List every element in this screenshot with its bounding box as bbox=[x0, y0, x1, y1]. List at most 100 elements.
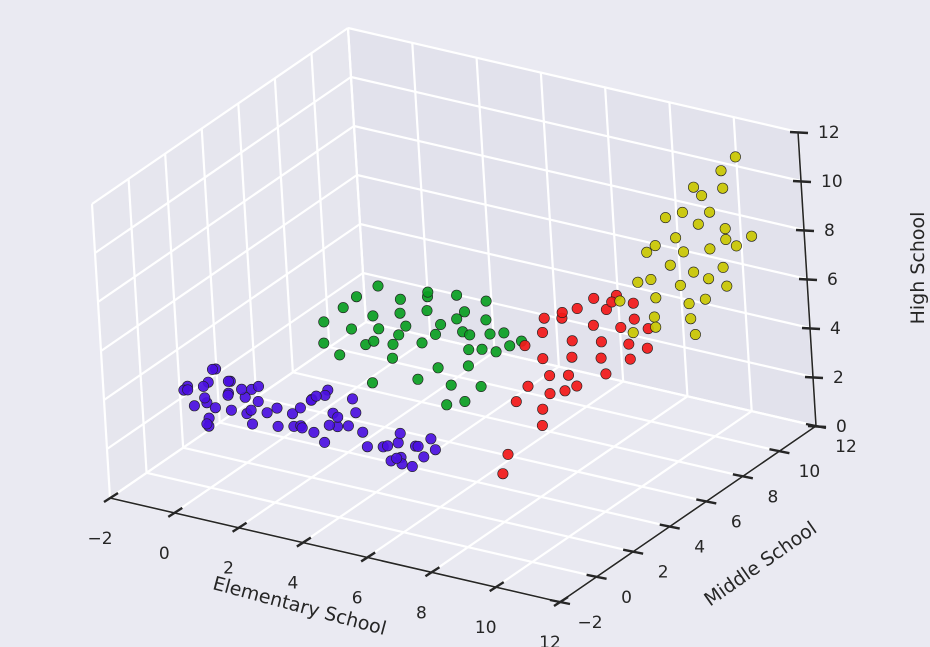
data-point bbox=[536, 326, 548, 338]
data-point bbox=[318, 316, 330, 328]
data-point bbox=[588, 292, 600, 304]
data-point bbox=[704, 206, 716, 218]
data-point bbox=[463, 344, 475, 356]
data-point bbox=[537, 403, 549, 415]
data-point bbox=[334, 349, 346, 361]
data-point bbox=[510, 396, 522, 408]
data-point bbox=[261, 407, 273, 419]
data-point bbox=[368, 335, 380, 347]
data-point bbox=[182, 384, 194, 396]
data-point bbox=[188, 400, 200, 412]
data-point bbox=[615, 321, 627, 333]
z-tick-label: 10 bbox=[821, 172, 843, 192]
data-point bbox=[458, 306, 470, 318]
data-point bbox=[519, 340, 531, 352]
x-tick-label: 0 bbox=[159, 544, 170, 564]
data-point bbox=[696, 190, 708, 202]
data-point bbox=[595, 336, 607, 348]
x-tick-mark bbox=[167, 506, 183, 518]
data-point bbox=[332, 411, 344, 423]
data-point bbox=[683, 298, 695, 310]
data-point bbox=[571, 380, 583, 392]
data-point bbox=[730, 240, 742, 252]
data-point bbox=[386, 352, 398, 364]
back-grid-line bbox=[365, 320, 817, 428]
data-point bbox=[703, 273, 715, 285]
data-point bbox=[556, 306, 568, 318]
z-tick-label: 0 bbox=[836, 417, 847, 437]
data-point bbox=[692, 218, 704, 230]
back-grid-line bbox=[350, 75, 802, 183]
data-point bbox=[382, 440, 394, 452]
y-axis-label: Middle School bbox=[700, 517, 821, 611]
data-point bbox=[319, 436, 331, 448]
data-point bbox=[199, 392, 211, 404]
data-point bbox=[247, 418, 259, 430]
data-point bbox=[421, 305, 433, 317]
data-point bbox=[361, 441, 373, 453]
data-point bbox=[464, 329, 476, 341]
data-point bbox=[345, 323, 357, 335]
data-point bbox=[286, 408, 298, 420]
x-tick-mark bbox=[231, 521, 248, 533]
data-point bbox=[715, 165, 727, 177]
y-tick-mark bbox=[769, 447, 790, 455]
data-point bbox=[435, 318, 447, 330]
data-point bbox=[650, 321, 662, 333]
data-point bbox=[272, 420, 284, 432]
data-point bbox=[350, 407, 362, 419]
data-point bbox=[632, 276, 644, 288]
data-point bbox=[441, 399, 453, 411]
data-point bbox=[252, 395, 264, 407]
data-point bbox=[538, 312, 550, 324]
y-tick-mark bbox=[732, 473, 754, 480]
data-point bbox=[480, 295, 492, 307]
data-point bbox=[566, 351, 578, 363]
x-tick-mark bbox=[489, 581, 505, 593]
floor-grid-line bbox=[329, 346, 780, 453]
data-point bbox=[451, 289, 463, 301]
data-point bbox=[394, 307, 406, 319]
side-grid-line bbox=[109, 321, 367, 499]
data-point bbox=[406, 460, 418, 472]
x-tick-label: 6 bbox=[352, 588, 363, 608]
data-point bbox=[225, 404, 237, 416]
z-tick-mark bbox=[789, 130, 809, 135]
data-point bbox=[600, 368, 612, 380]
data-point bbox=[253, 380, 265, 392]
data-point bbox=[197, 380, 209, 392]
data-point bbox=[648, 311, 660, 323]
data-point bbox=[704, 243, 716, 255]
floor-grid-line bbox=[146, 471, 597, 578]
side-grid-line bbox=[91, 27, 349, 205]
data-point bbox=[717, 182, 729, 194]
data-point bbox=[627, 297, 639, 309]
data-point bbox=[522, 380, 534, 392]
data-point bbox=[429, 444, 441, 456]
x-tick-mark bbox=[360, 551, 376, 563]
data-point bbox=[207, 363, 219, 375]
x-tick-label: 2 bbox=[223, 559, 234, 579]
x-tick-mark bbox=[424, 566, 441, 578]
floor-pane bbox=[110, 322, 816, 602]
data-point bbox=[645, 273, 657, 285]
y-tick-label: 2 bbox=[658, 563, 669, 583]
axis-lines bbox=[103, 130, 827, 608]
data-point bbox=[641, 246, 653, 258]
data-point bbox=[628, 313, 640, 325]
data-point bbox=[245, 404, 257, 416]
y-tick-label: 6 bbox=[731, 512, 742, 532]
data-point bbox=[650, 292, 662, 304]
data-point bbox=[497, 468, 509, 480]
z-tick-label: 12 bbox=[818, 123, 840, 143]
data-point bbox=[687, 181, 699, 193]
data-point bbox=[544, 388, 556, 400]
z-axis-label: High School bbox=[907, 212, 929, 325]
data-point bbox=[357, 426, 369, 438]
y-tick-mark bbox=[586, 573, 607, 581]
data-point bbox=[412, 373, 424, 385]
data-point bbox=[627, 327, 639, 339]
x-tick-label: −2 bbox=[87, 529, 112, 549]
data-point bbox=[536, 419, 548, 431]
